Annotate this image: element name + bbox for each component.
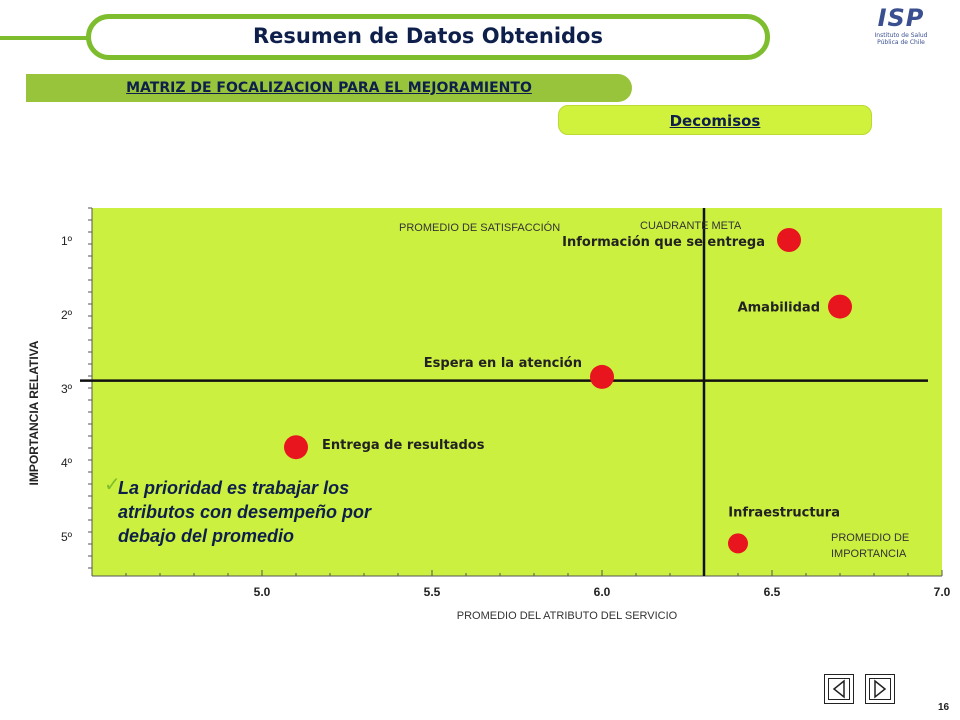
annotation-importance-2: IMPORTANCIA — [831, 548, 907, 560]
chart-marks: 5.0 5.5 6.0 6.5 7.0 1º 2º 3º 4º 5º Información que… — [61, 207, 951, 599]
page-number: 16 — [938, 702, 950, 713]
note-line-3: debajo del promedio — [118, 526, 295, 546]
prev-arrow-icon — [828, 678, 850, 700]
y-axis-label: IMPORTANCIA RELATIVA — [27, 340, 41, 485]
data-point — [590, 364, 614, 389]
x-tick-label: 6.5 — [764, 585, 781, 599]
y-tick-label: 1º — [61, 234, 73, 248]
data-point-label: Entrega de resultados — [322, 438, 485, 453]
y-tick-label: 4º — [61, 456, 73, 470]
data-point-label: Información que se entrega — [562, 235, 765, 250]
data-point-label: Infraestructura — [728, 505, 840, 520]
y-tick-label: 5º — [61, 530, 73, 544]
note-line-1: La prioridad es trabajar los — [118, 478, 350, 498]
prev-slide-button[interactable] — [824, 674, 854, 704]
header-accent-line — [0, 36, 100, 40]
subsection-title: Decomisos — [669, 112, 761, 130]
y-tick-label: 2º — [61, 308, 73, 322]
page-title: Resumen de Datos Obtenidos — [253, 24, 603, 48]
logo-subtitle: Instituto de Salud Pública de Chile — [874, 32, 928, 46]
section-bar — [26, 74, 632, 102]
annotation-target-quadrant: CUADRANTE META — [640, 220, 742, 232]
annotation-satisfaction: PROMEDIO DE SATISFACCIÓN — [399, 221, 560, 234]
plot-area — [92, 208, 942, 576]
y-tick-label: 3º — [61, 382, 73, 396]
section-title: MATRIZ DE FOCALIZACION PARA EL MEJORAMIE… — [126, 80, 532, 96]
data-point — [828, 294, 852, 319]
data-point-label: Espera en la atención — [424, 356, 582, 371]
data-point — [284, 435, 308, 460]
subsection-pill — [558, 105, 872, 135]
x-tick-label: 6.0 — [594, 585, 611, 599]
logo-word: ISP — [877, 4, 925, 32]
isp-logo: ISP Instituto de Salud Pública de Chile — [868, 6, 934, 52]
check-icon: ✓ — [104, 472, 121, 496]
x-tick-label: 7.0 — [934, 585, 951, 599]
next-arrow-icon — [869, 678, 891, 700]
x-tick-label: 5.0 — [254, 585, 271, 599]
next-slide-button[interactable] — [865, 674, 895, 704]
data-point-label: Amabilidad — [738, 301, 820, 316]
note-line-2: atributos con desempeño por — [118, 502, 372, 522]
header-banner — [86, 14, 770, 60]
data-point — [728, 533, 748, 554]
data-point — [777, 228, 801, 252]
x-axis-label: PROMEDIO DEL ATRIBUTO DEL SERVICIO — [457, 610, 678, 622]
priority-note: La prioridad es trabajar los atributos c… — [118, 476, 458, 548]
annotation-importance-1: PROMEDIO DE — [831, 532, 909, 544]
x-tick-label: 5.5 — [424, 585, 441, 599]
